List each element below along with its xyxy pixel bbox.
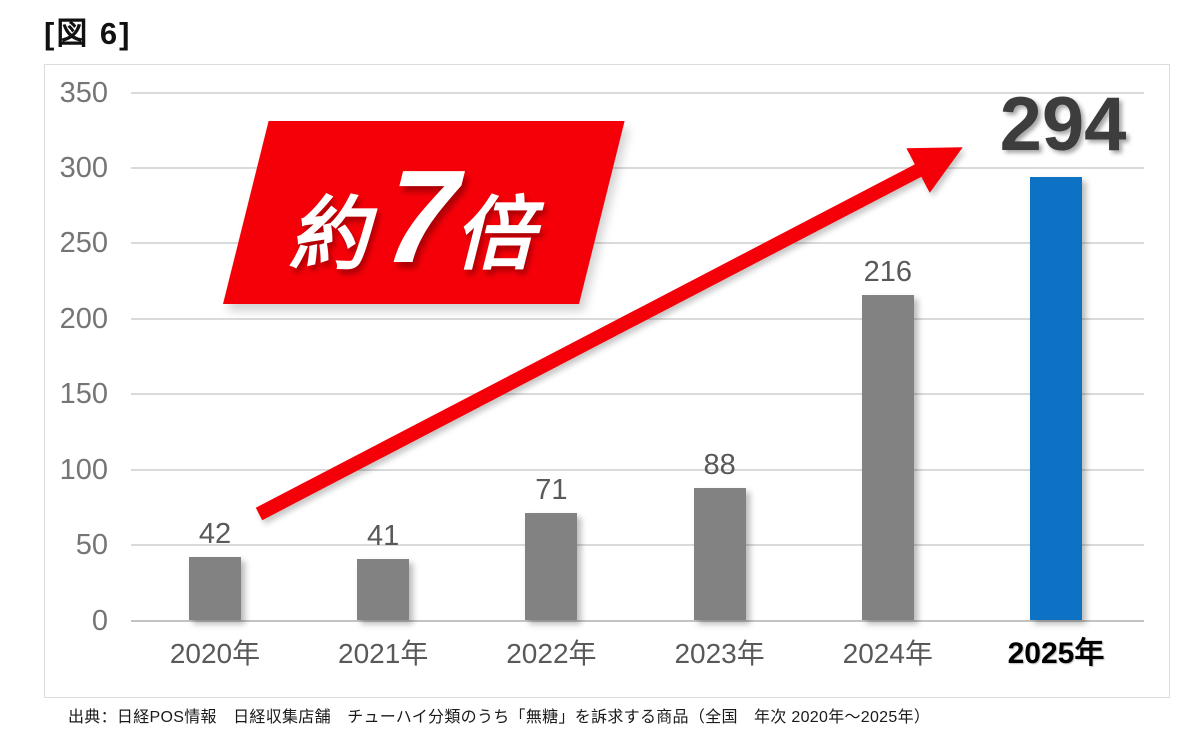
x-axis-label: 2022年 <box>506 638 597 669</box>
source-note: 出典：日経POS情報 日経収集店舗 チューハイ分類のうち「無糖」を訴求する商品（… <box>68 709 931 726</box>
gridline <box>131 468 1144 471</box>
x-axis-line <box>131 619 1144 622</box>
bar <box>189 557 241 621</box>
figure-label: [図 6] <box>44 16 132 51</box>
x-axis-label: 2023年 <box>674 638 765 669</box>
y-axis-tick-label: 350 <box>59 76 108 109</box>
y-axis-tick-label: 250 <box>59 227 108 260</box>
bar <box>861 294 914 621</box>
x-axis-label: 2021年 <box>338 638 429 669</box>
y-axis-tick-label: 150 <box>59 378 108 411</box>
y-axis-tick-label: 200 <box>59 302 108 335</box>
y-axis-tick-label: 300 <box>59 151 108 184</box>
bar-value-label: 41 <box>367 519 400 552</box>
gridline <box>131 317 1144 320</box>
gridline <box>131 544 1144 547</box>
y-axis-tick-label: 50 <box>75 529 108 562</box>
gridline <box>131 91 1144 94</box>
bar <box>693 487 746 621</box>
chart-container: 0 50 100 150 200 250 300 350 42 2020年 41 2021年 71 202… <box>44 64 1170 698</box>
bar-highlight <box>1030 176 1082 621</box>
bar-value-label: 71 <box>535 474 568 507</box>
growth-annotation-banner: 約7倍 <box>223 121 625 304</box>
gridline <box>131 393 1144 396</box>
bar <box>525 513 578 621</box>
x-axis-label: 2024年 <box>842 638 933 669</box>
bar-value-label: 294 <box>999 81 1127 167</box>
x-axis-label: 2020年 <box>169 638 261 669</box>
bar-value-label: 216 <box>863 255 912 288</box>
bar-value-label: 88 <box>703 448 736 481</box>
y-axis-tick-label: 100 <box>59 453 108 486</box>
bar-value-label: 42 <box>198 518 232 551</box>
y-axis-tick-label: 0 <box>91 604 108 637</box>
bar <box>357 558 410 621</box>
x-axis-label: 2025年 <box>1007 637 1105 670</box>
